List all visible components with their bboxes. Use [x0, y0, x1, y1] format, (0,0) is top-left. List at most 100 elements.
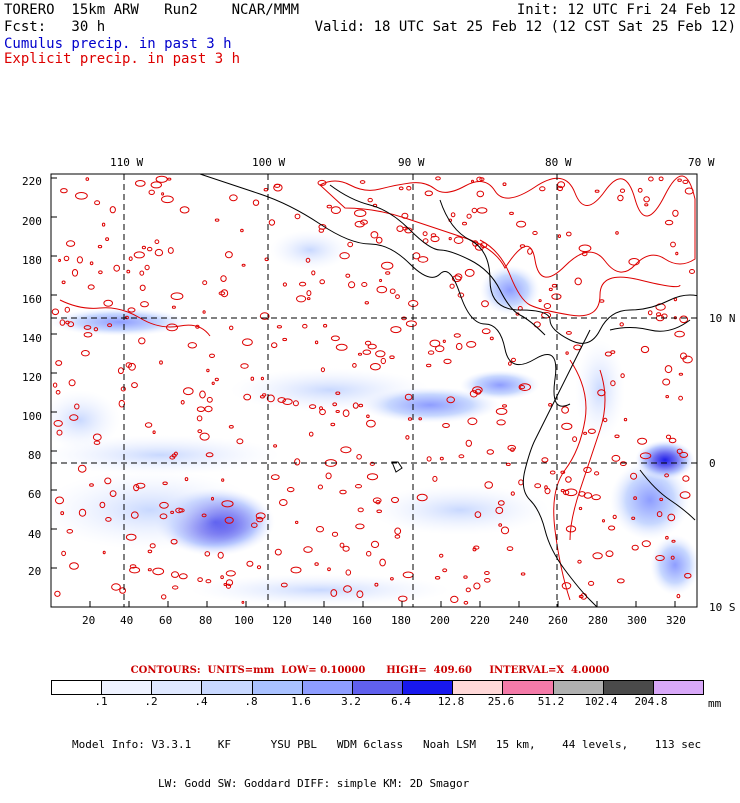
- red-precip-cell: [631, 516, 636, 520]
- red-precip-cell: [439, 456, 444, 461]
- red-precip-cell: [246, 560, 254, 567]
- red-precip-cell: [564, 488, 578, 497]
- red-precip-cell: [221, 478, 225, 482]
- map-frame: [50, 173, 698, 608]
- red-precip-cell: [320, 367, 325, 373]
- red-precip-cell: [139, 270, 145, 276]
- red-precip-cell: [465, 439, 472, 447]
- red-precip-cell: [677, 178, 682, 182]
- red-precip-cell: [527, 248, 533, 255]
- red-precip-cell: [405, 435, 410, 440]
- red-precip-cell: [557, 185, 563, 192]
- colorbar-label: 12.8: [437, 695, 465, 708]
- red-precip-cell: [594, 189, 600, 193]
- red-precip-cell: [218, 291, 226, 296]
- red-precip-cell: [202, 310, 206, 314]
- red-precip-cell: [61, 550, 66, 557]
- red-precip-cell: [489, 336, 494, 341]
- red-precip-cell: [199, 390, 206, 399]
- red-precip-cell: [56, 429, 63, 436]
- red-precip-cell: [126, 269, 131, 274]
- red-precip-cell: [161, 192, 165, 196]
- red-precip-cell: [309, 404, 317, 410]
- red-precip-cell: [356, 454, 362, 460]
- red-precip-cell: [375, 236, 383, 244]
- red-precip-cell: [647, 310, 653, 316]
- legend-cumulus: Cumulus precip. in past 3 h: [4, 36, 232, 52]
- red-precip-cell: [426, 363, 432, 368]
- red-precip-cell: [140, 301, 149, 308]
- red-precip-cell: [455, 342, 463, 351]
- red-precip-cell: [83, 332, 93, 338]
- x-tick-40: 40: [120, 614, 134, 627]
- red-precip-cell: [675, 251, 679, 256]
- valid-time: Valid: 18 UTC Sat 25 Feb 12 (12 CST Sat …: [314, 19, 736, 35]
- forecast-hour: Fcst: 30 h: [4, 19, 106, 35]
- red-precip-cell: [577, 559, 582, 564]
- red-precip-cell: [345, 569, 352, 576]
- red-precip-cell: [171, 453, 177, 458]
- red-precip-cell: [507, 444, 517, 451]
- red-precip-cell: [75, 192, 88, 200]
- red-precip-cell: [268, 219, 276, 226]
- red-precip-cell: [130, 511, 139, 519]
- red-precip-cell: [52, 382, 58, 388]
- red-precip-cell: [196, 415, 203, 422]
- red-precip-cell: [578, 506, 583, 511]
- x-tick-300: 300: [627, 614, 647, 627]
- red-precip-cell: [128, 256, 133, 262]
- red-precip-cell: [102, 550, 106, 555]
- red-precip-cell: [679, 491, 691, 499]
- red-precip-cell: [260, 376, 264, 381]
- red-precip-cell: [119, 587, 126, 594]
- scattered-red-cells: [51, 175, 695, 605]
- x-tick-120: 120: [272, 614, 292, 627]
- red-precip-cell: [178, 573, 188, 580]
- red-precip-cell: [354, 220, 365, 228]
- red-precip-cell: [105, 517, 112, 522]
- red-precip-cell: [565, 331, 572, 335]
- red-precip-cell: [59, 319, 66, 326]
- red-precip-cell: [637, 187, 643, 193]
- colorbar-cell: [352, 681, 404, 694]
- red-precip-cell: [305, 257, 311, 263]
- red-precip-cell: [656, 511, 663, 518]
- red-precip-cell: [211, 381, 215, 385]
- red-precip-cell: [306, 297, 311, 301]
- red-precip-cell: [205, 452, 214, 458]
- red-precip-cell: [263, 188, 269, 192]
- red-precip-cell: [83, 325, 92, 330]
- red-precip-cell: [502, 182, 507, 186]
- red-precip-cell: [273, 444, 278, 448]
- lon-label-90w: 90 W: [398, 156, 425, 169]
- red-precip-cell: [358, 403, 364, 408]
- red-precip-cell: [565, 525, 577, 533]
- red-precip-cell: [366, 550, 372, 557]
- red-precip-cell: [277, 397, 287, 403]
- red-precip-cell: [327, 567, 331, 572]
- red-precip-cell: [74, 403, 80, 410]
- red-precip-cell: [376, 509, 383, 514]
- red-precip-cell: [343, 585, 352, 593]
- red-precip-cell: [154, 248, 164, 257]
- red-precip-cell: [77, 464, 87, 473]
- red-precip-cell: [152, 567, 165, 576]
- red-precip-cell: [551, 283, 558, 288]
- red-precip-cell: [314, 562, 319, 566]
- colorbar-cell: [52, 681, 103, 694]
- lat-label-0: 0: [709, 457, 716, 470]
- red-precip-cell: [71, 269, 79, 277]
- red-precip-cell: [565, 476, 572, 483]
- red-precip-cell: [152, 430, 156, 435]
- red-precip-cell: [574, 277, 582, 286]
- x-tick-80: 80: [199, 614, 213, 627]
- red-precip-cell: [323, 323, 328, 328]
- red-precip-cell: [518, 383, 531, 392]
- red-precip-cell: [117, 367, 124, 375]
- red-precip-cell: [375, 500, 381, 505]
- red-precip-cell: [139, 284, 146, 291]
- red-precip-cell: [643, 196, 650, 203]
- red-precip-cell: [51, 308, 60, 316]
- lon-label-110w: 110 W: [110, 156, 144, 169]
- red-precip-cell: [587, 428, 596, 434]
